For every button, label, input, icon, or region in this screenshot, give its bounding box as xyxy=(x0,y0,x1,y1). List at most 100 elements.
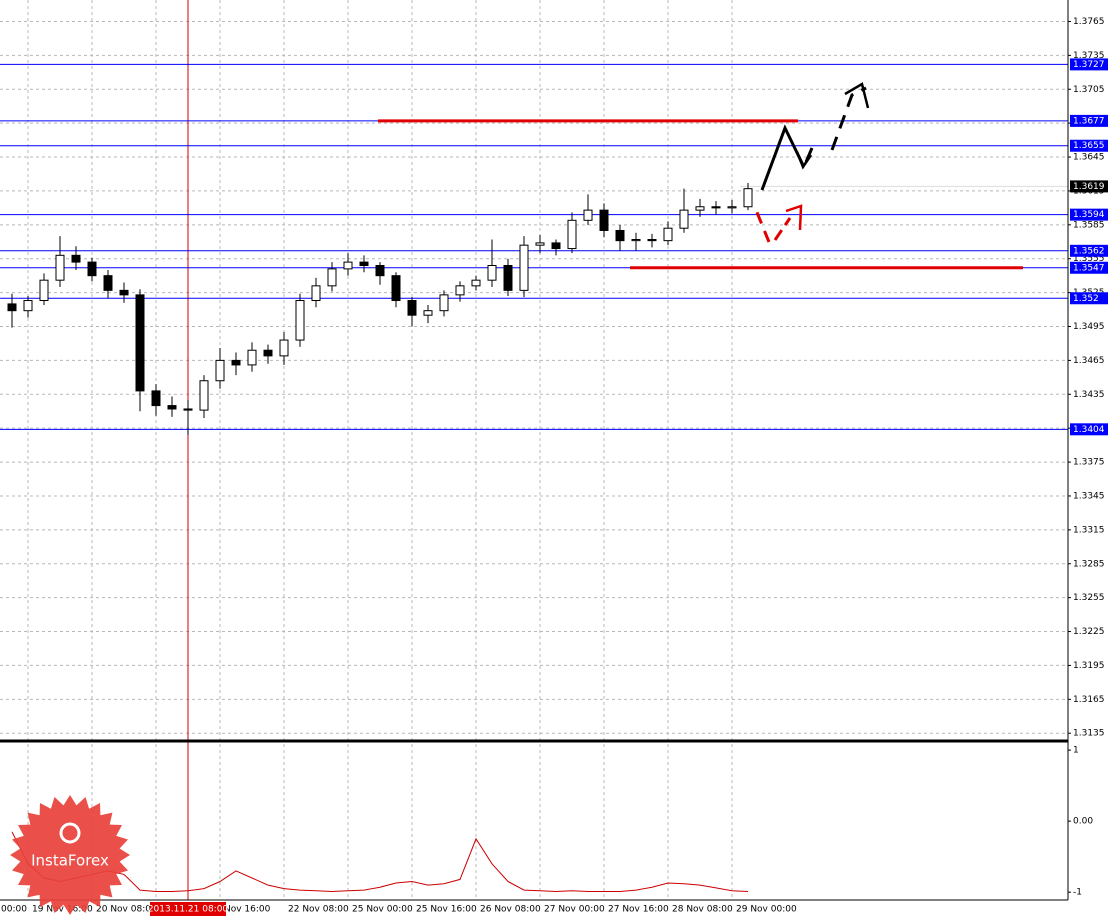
candle-body xyxy=(631,239,641,242)
candle-body xyxy=(311,285,321,302)
y-tick-label: 1.3315 xyxy=(1073,525,1105,535)
x-tick-label: 19 Nov 16:00 xyxy=(32,905,93,915)
y-tick-label: 0.00 xyxy=(1073,817,1093,827)
level-label-bg xyxy=(1070,208,1108,221)
level-label-bg xyxy=(1070,58,1108,71)
y-tick-label: 1.3735 xyxy=(1073,51,1105,61)
candle-body xyxy=(295,300,305,341)
logo-icon xyxy=(59,822,81,844)
candle-body xyxy=(375,264,385,277)
indicator-line xyxy=(11,831,749,893)
x-tick-label: 27 Nov 16:00 xyxy=(608,905,669,915)
candle-body xyxy=(695,206,705,211)
candle-body xyxy=(183,408,193,411)
candle-body xyxy=(743,188,753,208)
candle-body xyxy=(519,244,529,291)
y-tick-label: 1.3465 xyxy=(1073,356,1105,366)
x-tick-label: 22 Nov 08:00 xyxy=(288,905,349,915)
y-tick-label: 1 xyxy=(1073,746,1079,756)
candle-body xyxy=(167,405,177,410)
y-tick-label: 1.3435 xyxy=(1073,390,1105,400)
candle-body xyxy=(663,227,673,242)
y-tick-label: 1.3375 xyxy=(1073,458,1105,468)
x-tick-label: 25 Nov 00:00 xyxy=(352,905,413,915)
y-tick-label: 1.3285 xyxy=(1073,559,1105,569)
candle-body xyxy=(87,261,97,277)
level-label: 1.3655 xyxy=(1073,141,1105,151)
arrow-head xyxy=(844,82,870,109)
y-tick-label: 1.3195 xyxy=(1073,661,1105,671)
y-tick-label: 1.3225 xyxy=(1073,627,1105,637)
level-label: 1.352 xyxy=(1073,294,1099,304)
candle-body xyxy=(647,239,657,242)
candle-body xyxy=(135,294,145,392)
candle-body xyxy=(439,294,449,312)
level-label-bg xyxy=(1070,139,1108,152)
candle-body xyxy=(343,261,353,270)
candle-body xyxy=(423,310,433,316)
candle-body xyxy=(583,209,593,221)
candle-body xyxy=(679,209,689,229)
current-price-label: 1.3619 xyxy=(1073,182,1105,192)
y-tick-label: 1.3135 xyxy=(1073,729,1105,739)
level-label: 1.3404 xyxy=(1073,425,1105,435)
candle-body xyxy=(407,300,417,316)
level-label: 1.3677 xyxy=(1073,116,1105,126)
candle-body xyxy=(471,279,481,287)
level-label: 1.3727 xyxy=(1073,60,1105,70)
level-label-bg xyxy=(1070,423,1108,436)
candle-body xyxy=(535,242,545,246)
candle-body xyxy=(231,359,241,366)
candle-body xyxy=(103,275,113,291)
x-tick-label: 00:00 xyxy=(1,905,27,915)
x-tick-label: 26 Nov 08:00 xyxy=(480,905,541,915)
crosshair-label: 2013.11.21 08:00 xyxy=(148,905,229,915)
y-tick-label: -1 xyxy=(1073,888,1082,898)
candle-body xyxy=(23,300,33,312)
candle-body xyxy=(151,390,161,407)
current-price-bg xyxy=(1070,180,1108,193)
candle-body xyxy=(567,219,577,250)
arrow-dash xyxy=(804,147,814,163)
y-tick-label: 1.3765 xyxy=(1073,17,1105,27)
y-tick-label: 1.3555 xyxy=(1073,254,1105,264)
level-label-bg xyxy=(1070,261,1108,274)
y-tick-label: 1.3645 xyxy=(1073,153,1105,163)
logo-badge xyxy=(10,795,130,915)
candle-body xyxy=(247,349,257,366)
candle-body xyxy=(199,380,209,411)
level-label: 1.3594 xyxy=(1073,210,1105,220)
candle-body xyxy=(279,339,289,357)
candle-body xyxy=(455,285,465,296)
arrow-red-dashed xyxy=(754,209,771,243)
candle-body xyxy=(7,303,17,312)
candle-body xyxy=(215,359,225,382)
level-label-bg xyxy=(1070,292,1108,305)
candle-body xyxy=(487,264,497,281)
level-label: 1.3562 xyxy=(1073,246,1105,256)
x-tick-label: 25 Nov 16:00 xyxy=(416,905,477,915)
x-tick-label: 29 Nov 00:00 xyxy=(736,905,797,915)
forecast-arrows xyxy=(754,82,870,243)
candle-body xyxy=(551,242,561,250)
candle-body xyxy=(503,264,513,291)
x-tick-label: 28 Nov 08:00 xyxy=(672,905,733,915)
level-label-bg xyxy=(1070,114,1108,127)
candle-body xyxy=(119,289,129,296)
arrow-red xyxy=(773,217,792,241)
x-tick-label: 27 Nov 00:00 xyxy=(544,905,605,915)
arrow-black-dashed xyxy=(830,86,867,151)
candle-body xyxy=(55,254,65,281)
candle-body xyxy=(711,206,721,209)
x-tick-label: 20 Nov 08:00 xyxy=(96,905,157,915)
level-label: 1.3547 xyxy=(1073,263,1105,273)
y-tick-label: 1.3585 xyxy=(1073,220,1105,230)
candle-body xyxy=(39,279,49,302)
y-tick-label: 1.3165 xyxy=(1073,695,1105,705)
y-tick-label: 1.3345 xyxy=(1073,491,1105,501)
candle-body xyxy=(599,209,609,231)
candle-body xyxy=(327,268,337,287)
candle-body xyxy=(615,229,625,242)
